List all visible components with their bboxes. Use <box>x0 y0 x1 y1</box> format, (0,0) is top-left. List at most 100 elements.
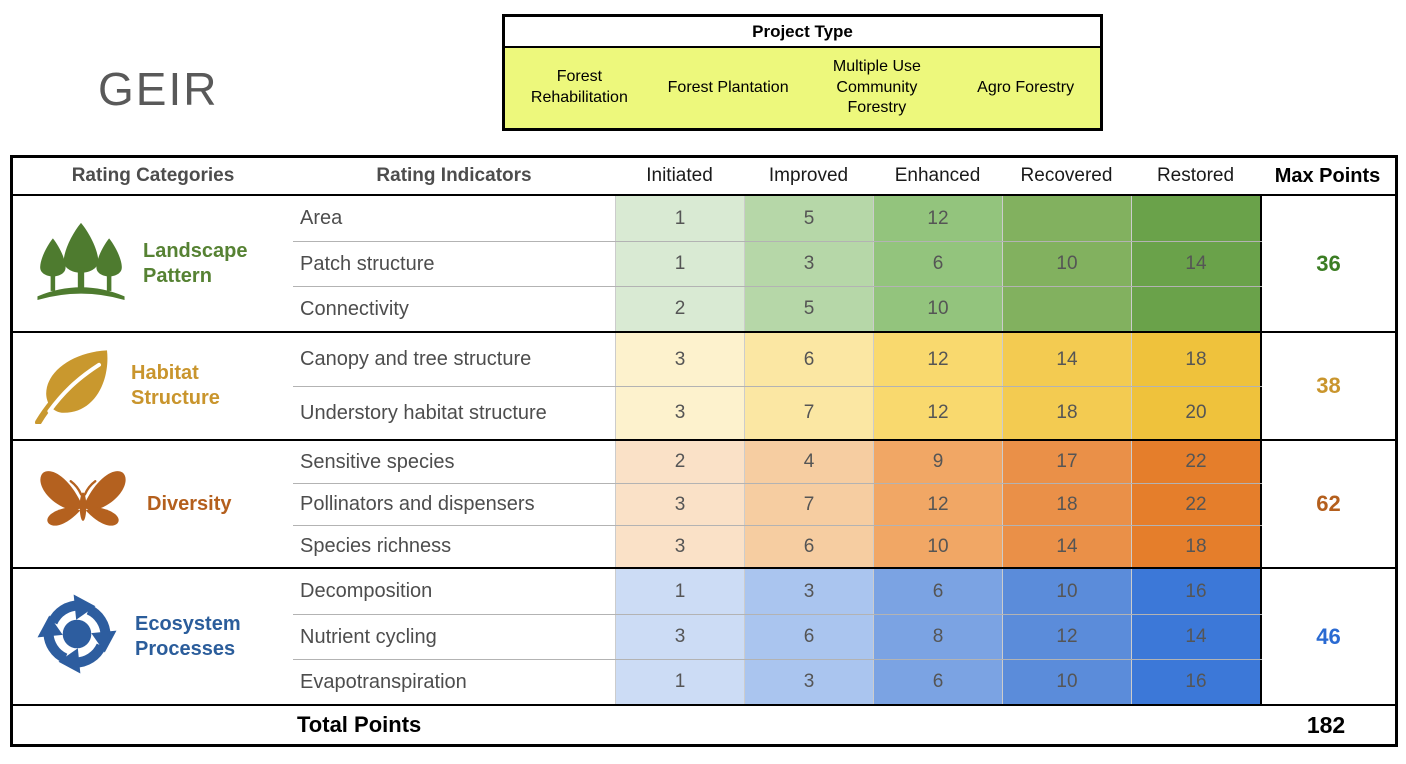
value-cell: 5 <box>744 196 873 241</box>
value-cell: 22 <box>1131 484 1260 525</box>
indicator-label: Connectivity <box>300 297 409 320</box>
category-cell-ecosystem-processes: Ecosystem Processes <box>13 569 293 704</box>
cycle-arrows-icon <box>35 592 119 681</box>
value-cell <box>1002 287 1131 331</box>
table-row: Connectivity 2 5 10 <box>293 286 1262 331</box>
value-cell: 3 <box>615 526 744 567</box>
value-cell: 1 <box>615 660 744 704</box>
value-cell: 10 <box>873 526 1002 567</box>
max-points-value: 36 <box>1316 250 1341 276</box>
rating-table: Rating Categories Rating Indicators Init… <box>10 155 1398 747</box>
row-values: 1 3 6 10 16 <box>615 569 1262 614</box>
value-cell: 1 <box>615 569 744 614</box>
value-cell: 2 <box>615 287 744 331</box>
value-cell: 2 <box>615 441 744 483</box>
value-cell: 18 <box>1002 387 1131 439</box>
value-cell: 5 <box>744 287 873 331</box>
table-header-row: Rating Categories Rating Indicators Init… <box>13 158 1395 196</box>
header-level-improved: Improved <box>768 165 849 186</box>
project-type-header: Project Type <box>505 17 1100 48</box>
butterfly-icon <box>35 467 131 542</box>
value-cell: 14 <box>1002 333 1131 386</box>
table-row: Area 1 5 12 <box>293 196 1262 241</box>
trees-icon <box>35 222 127 305</box>
table-row: Nutrient cycling 3 6 8 12 14 <box>293 614 1262 659</box>
total-points-value: 182 <box>1306 711 1346 738</box>
indicator-label: Sensitive species <box>300 450 455 473</box>
value-cell: 6 <box>873 569 1002 614</box>
value-cell <box>1002 196 1131 241</box>
header-level-initiated: Initiated <box>646 165 713 186</box>
max-points-value: 62 <box>1316 491 1341 516</box>
group-rows: Area 1 5 12 Patch structure 1 3 6 10 14 <box>293 196 1262 331</box>
table-row: Understory habitat structure 3 7 12 18 2… <box>293 386 1262 439</box>
value-cell: 18 <box>1131 526 1260 567</box>
header-rating-categories: Rating Categories <box>71 165 235 186</box>
indicator-label: Understory habitat structure <box>300 401 547 424</box>
indicator-label: Pollinators and dispensers <box>300 493 535 515</box>
max-points-value: 46 <box>1316 623 1341 649</box>
header-rating-indicators: Rating Indicators <box>376 165 532 186</box>
indicator-label: Decomposition <box>300 580 433 602</box>
category-cell-habitat-structure: Habitat Structure <box>13 333 293 439</box>
value-cell: 3 <box>744 242 873 286</box>
row-values: 3 7 12 18 20 <box>615 387 1262 439</box>
total-points-label: Total Points <box>297 712 422 737</box>
row-values: 3 6 10 14 18 <box>615 526 1262 567</box>
value-cell: 7 <box>744 387 873 439</box>
project-type-forest-plantation: Forest Plantation <box>667 78 789 96</box>
leaf-icon <box>35 344 115 429</box>
group-ecosystem-processes: Ecosystem Processes Decomposition 1 3 6 … <box>13 567 1395 704</box>
row-values: 2 5 10 <box>615 287 1262 331</box>
value-cell: 16 <box>1131 569 1260 614</box>
indicator-label: Canopy and tree structure <box>300 348 532 370</box>
indicator-label: Nutrient cycling <box>300 625 437 648</box>
project-type-multiple-use-community-forestry: Multiple Use Community Forestry <box>832 57 921 117</box>
row-values: 3 7 12 18 22 <box>615 484 1262 525</box>
category-label: Diversity <box>147 492 232 515</box>
value-cell: 12 <box>873 333 1002 386</box>
value-cell: 14 <box>1131 242 1260 286</box>
table-row: Evapotranspiration 1 3 6 10 16 <box>293 659 1262 704</box>
table-row: Patch structure 1 3 6 10 14 <box>293 241 1262 286</box>
value-cell: 17 <box>1002 441 1131 483</box>
value-cell: 7 <box>744 484 873 525</box>
row-values: 3 6 12 14 18 <box>615 333 1262 386</box>
value-cell: 18 <box>1131 333 1260 386</box>
value-cell: 3 <box>615 484 744 525</box>
category-label: Landscape Pattern <box>143 239 248 287</box>
value-cell: 22 <box>1131 441 1260 483</box>
project-type-options: Forest Rehabilitation Forest Plantation … <box>505 48 1100 128</box>
value-cell: 3 <box>615 615 744 659</box>
value-cell: 9 <box>873 441 1002 483</box>
header-level-recovered: Recovered <box>1020 165 1113 186</box>
row-values: 2 4 9 17 22 <box>615 441 1262 483</box>
value-cell: 20 <box>1131 387 1260 439</box>
value-cell: 3 <box>744 660 873 704</box>
row-values: 1 3 6 10 16 <box>615 660 1262 704</box>
header-level-enhanced: Enhanced <box>894 165 981 186</box>
value-cell: 3 <box>615 387 744 439</box>
value-cell: 18 <box>1002 484 1131 525</box>
max-points-value: 38 <box>1316 373 1341 398</box>
value-cell: 6 <box>873 660 1002 704</box>
value-cell: 6 <box>744 526 873 567</box>
value-cell: 10 <box>1002 242 1131 286</box>
indicator-label: Area <box>300 207 343 229</box>
value-cell <box>1131 287 1260 331</box>
category-cell-diversity: Diversity <box>13 441 293 567</box>
value-cell: 14 <box>1131 615 1260 659</box>
group-landscape-pattern: Landscape Pattern Area 1 5 12 Patch stru… <box>13 196 1395 331</box>
group-rows: Sensitive species 2 4 9 17 22 Pollinator… <box>293 441 1262 567</box>
value-cell: 14 <box>1002 526 1131 567</box>
value-cell: 1 <box>615 242 744 286</box>
value-cell: 4 <box>744 441 873 483</box>
page-title: GEIR <box>98 63 219 115</box>
indicator-label: Patch structure <box>300 252 435 275</box>
group-habitat-structure: Habitat Structure Canopy and tree struct… <box>13 331 1395 439</box>
header-level-restored: Restored <box>1156 165 1235 186</box>
value-cell: 12 <box>1002 615 1131 659</box>
project-type-forest-rehabilitation: Forest Rehabilitation <box>530 68 628 106</box>
header-max-points: Max Points <box>1274 164 1381 187</box>
value-cell: 1 <box>615 196 744 241</box>
